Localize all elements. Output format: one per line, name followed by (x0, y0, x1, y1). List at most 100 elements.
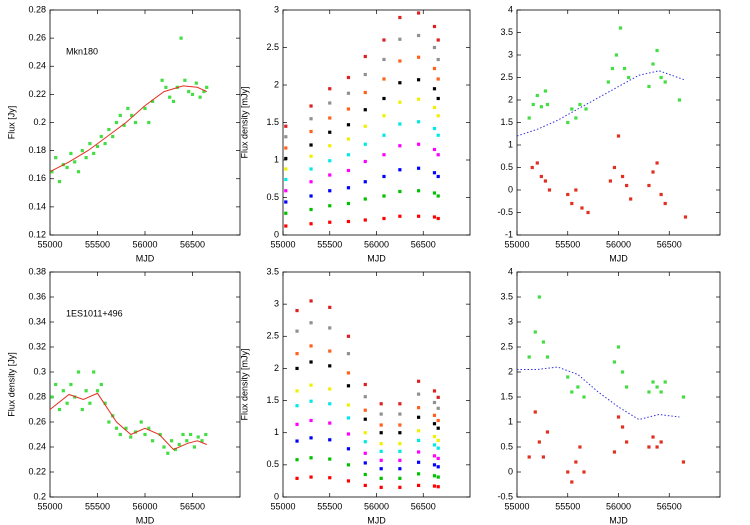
data-point (284, 189, 288, 193)
data-point (363, 72, 367, 77)
data-point (537, 440, 541, 444)
data-point (196, 435, 200, 439)
data-point (543, 179, 548, 183)
data-point (535, 93, 539, 98)
data-point (382, 96, 386, 101)
data-point (436, 465, 440, 469)
data-point (398, 37, 402, 41)
data-point (284, 200, 288, 204)
y-axis-label: Flux density [mJy] (239, 348, 249, 420)
data-point (190, 92, 195, 96)
x-tick-label: 55500 (317, 239, 342, 249)
data-point (416, 189, 421, 193)
y-tick-label: 3.5 (500, 291, 513, 301)
data-point (309, 436, 313, 440)
data-point (398, 467, 402, 471)
data-point (328, 305, 332, 309)
y-tick-label: 1.5 (266, 395, 279, 405)
data-point (416, 483, 421, 488)
data-point (309, 418, 313, 423)
data-point (416, 11, 421, 15)
y-tick-label: 0.5 (500, 441, 513, 451)
data-point (309, 222, 313, 226)
y-tick-label: 0.18 (28, 145, 46, 155)
data-point (363, 483, 367, 488)
data-point (205, 85, 209, 89)
y-tick-label: 2.5 (266, 331, 279, 341)
data-point (416, 120, 421, 124)
data-point (398, 431, 402, 435)
x-tick-label: 56000 (364, 239, 389, 249)
data-point (164, 85, 168, 89)
data-point (284, 124, 288, 128)
y-tick-label: 0.2 (33, 491, 46, 501)
data-point (659, 390, 663, 394)
y-tick-label: 3 (508, 49, 513, 59)
y-tick-label: 2.5 (500, 72, 513, 82)
data-point (309, 104, 313, 108)
data-point (382, 38, 386, 42)
y-tick-label: 0.14 (28, 201, 46, 211)
y-tick-label: 4 (508, 266, 513, 276)
data-point (432, 443, 437, 447)
data-point (309, 399, 313, 403)
data-point (309, 167, 313, 171)
y-tick-label: 0.32 (28, 341, 46, 351)
data-point (284, 177, 288, 182)
data-point (545, 430, 550, 434)
data-point (436, 133, 440, 137)
data-point (200, 439, 204, 443)
data-point (328, 189, 332, 193)
data-point (582, 395, 586, 399)
data-point (436, 418, 440, 423)
data-point (651, 62, 655, 66)
data-point (379, 476, 383, 480)
data-point (295, 439, 299, 443)
y-tick-label: 0.16 (28, 173, 46, 183)
data-point (398, 81, 402, 85)
data-point (432, 24, 437, 29)
x-tick-label: 55000 (270, 239, 295, 249)
model-line (516, 70, 685, 137)
data-point (118, 113, 122, 118)
data-point (382, 194, 386, 198)
data-point (681, 395, 686, 399)
data-point (432, 422, 437, 426)
data-point (379, 458, 383, 462)
data-point (647, 183, 651, 188)
data-point (610, 66, 615, 71)
data-point (328, 421, 332, 425)
data-point (537, 295, 541, 299)
data-point (570, 480, 574, 484)
data-point (284, 156, 288, 161)
data-point (527, 355, 531, 359)
data-point (309, 129, 313, 134)
data-point (346, 219, 351, 224)
data-point (139, 420, 143, 424)
data-point (363, 180, 367, 184)
data-point (432, 45, 437, 50)
data-point (295, 352, 299, 356)
x-tick-label: 55000 (270, 501, 295, 511)
data-point (57, 407, 62, 412)
data-point (620, 370, 625, 374)
data-point (122, 123, 126, 127)
data-point (80, 149, 84, 153)
plot-frame (282, 9, 471, 236)
data-point (436, 57, 440, 62)
data-point (398, 412, 402, 416)
data-point (436, 406, 440, 410)
data-point (328, 402, 332, 406)
data-point (328, 101, 332, 105)
data-point (570, 201, 574, 206)
data-point (608, 179, 612, 183)
data-point (541, 455, 545, 459)
x-tick-label: 55000 (504, 501, 529, 511)
data-point (574, 460, 578, 464)
y-tick-label: 0.28 (28, 4, 46, 14)
data-point (99, 382, 103, 387)
y-tick-label: 0.26 (28, 33, 46, 43)
data-point (382, 153, 386, 157)
data-point (50, 170, 54, 174)
